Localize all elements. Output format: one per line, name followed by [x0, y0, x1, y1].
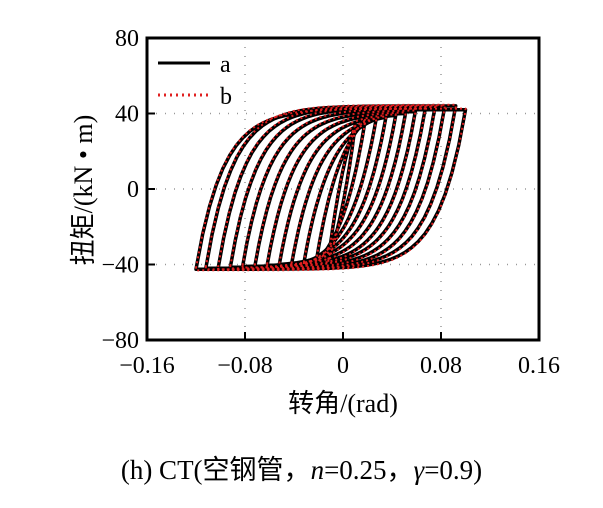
caption-n-value: =0.25，: [324, 455, 414, 485]
x-tick-label: 0.08: [420, 353, 462, 379]
y-tick-label: −80: [101, 328, 139, 354]
hysteresis-chart: −0.16 −0.08 0 0.08 0.16 80 40 0 −40 −80 a b 转角/(r…: [69, 26, 560, 418]
caption-gamma-value: =0.9): [424, 455, 483, 485]
hysteresis-loop-b: [266, 111, 407, 268]
x-tick-label: 0.16: [518, 353, 560, 379]
legend-label-b: b: [220, 84, 232, 110]
hysteresis-loop-b: [217, 104, 446, 271]
hysteresis-loop-b: [204, 103, 457, 271]
y-tick-label: 40: [115, 102, 139, 128]
y-tick-label: −40: [101, 253, 139, 279]
hysteresis-loop-b: [315, 118, 366, 265]
figure-caption: (h) CT(空钢管，n=0.25，γ=0.9): [0, 448, 603, 487]
hysteresis-loop-b: [278, 113, 397, 267]
caption-n: n: [310, 455, 325, 485]
y-tick-label: 0: [127, 177, 139, 203]
hysteresis-loop-b: [290, 115, 387, 267]
x-axis-label: 转角/(rad): [288, 389, 398, 418]
grid: [147, 38, 539, 340]
y-tick-label: 80: [115, 26, 139, 52]
hysteresis-loop-b: [253, 109, 417, 269]
x-tick-label: −0.08: [217, 353, 273, 379]
caption-gamma: γ: [413, 455, 425, 485]
y-axis-label: 扭矩/(kN • m): [69, 115, 98, 266]
caption-prefix: (h) CT(空钢管，: [120, 455, 311, 485]
curves: [194, 103, 468, 272]
legend-label-a: a: [220, 52, 231, 78]
hysteresis-loop-b: [302, 117, 378, 266]
x-tick-label: −0.16: [119, 353, 175, 379]
ticks: −0.16 −0.08 0 0.08 0.16 80 40 0 −40 −80: [101, 26, 560, 379]
legend: a b: [158, 52, 232, 110]
x-tick-label: 0: [337, 353, 349, 379]
